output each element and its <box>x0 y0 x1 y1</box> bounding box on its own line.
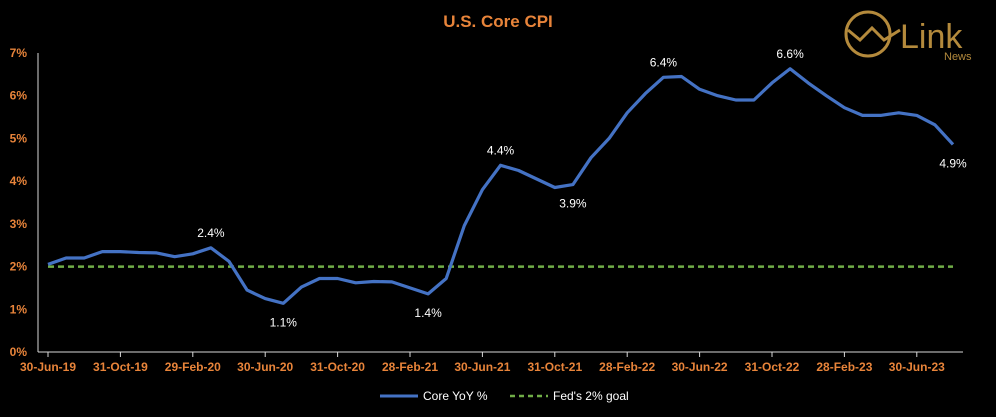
x-tick-label: 30-Jun-19 <box>20 360 76 374</box>
logo-zigzag-icon <box>847 25 901 43</box>
data-labels: 2.4% 1.1% 1.4% 4.4% 3.9% 6.4% 6.6% 4.9% <box>197 47 967 330</box>
x-tick-label: 30-Jun-20 <box>237 360 293 374</box>
series-group <box>47 67 955 305</box>
core-yoy-line <box>47 67 955 305</box>
data-label: 2.4% <box>197 226 225 240</box>
x-tick-label: 31-Oct-21 <box>527 360 582 374</box>
legend-label-core: Core YoY % <box>423 389 488 403</box>
data-label: 6.4% <box>650 55 678 69</box>
x-ticks: 30-Jun-19 31-Oct-19 29-Feb-20 30-Jun-20 31-O… <box>20 352 945 374</box>
link-news-logo: Link News <box>844 10 972 63</box>
x-tick-label: 31-Oct-20 <box>310 360 365 374</box>
data-label: 3.9% <box>559 197 587 211</box>
y-ticks: 0% 1% 2% 3% 4% 5% 6% 7% <box>10 46 28 359</box>
x-tick-label: 31-Oct-19 <box>93 360 148 374</box>
y-tick-label: 3% <box>10 217 28 231</box>
data-label: 6.6% <box>776 47 804 61</box>
x-tick-label: 28-Feb-22 <box>599 360 655 374</box>
x-tick-label: 31-Oct-22 <box>745 360 800 374</box>
chart-title: U.S. Core CPI <box>443 12 553 31</box>
y-tick-label: 4% <box>10 174 28 188</box>
y-tick-label: 2% <box>10 260 28 274</box>
y-tick-label: 7% <box>10 46 28 60</box>
data-label: 4.9% <box>939 156 967 170</box>
x-tick-label: 28-Feb-23 <box>816 360 872 374</box>
x-tick-label: 30-Jun-23 <box>889 360 945 374</box>
logo-subtext: News <box>944 51 972 63</box>
logo-ring-icon <box>844 10 892 58</box>
y-tick-label: 1% <box>10 302 28 316</box>
y-tick-label: 6% <box>10 89 28 103</box>
x-tick-label: 30-Jun-21 <box>454 360 510 374</box>
x-tick-label: 30-Jun-22 <box>672 360 728 374</box>
data-label: 1.4% <box>414 306 442 320</box>
x-tick-label: 28-Feb-21 <box>382 360 438 374</box>
y-tick-label: 5% <box>10 131 28 145</box>
y-tick-label: 0% <box>10 345 28 359</box>
x-tick-label: 29-Feb-20 <box>165 360 221 374</box>
data-label: 1.1% <box>270 315 298 329</box>
legend: Core YoY % Fed's 2% goal <box>380 389 629 403</box>
logo-text: Link <box>900 18 963 56</box>
data-label: 4.4% <box>487 143 515 157</box>
legend-label-fed: Fed's 2% goal <box>553 389 629 403</box>
